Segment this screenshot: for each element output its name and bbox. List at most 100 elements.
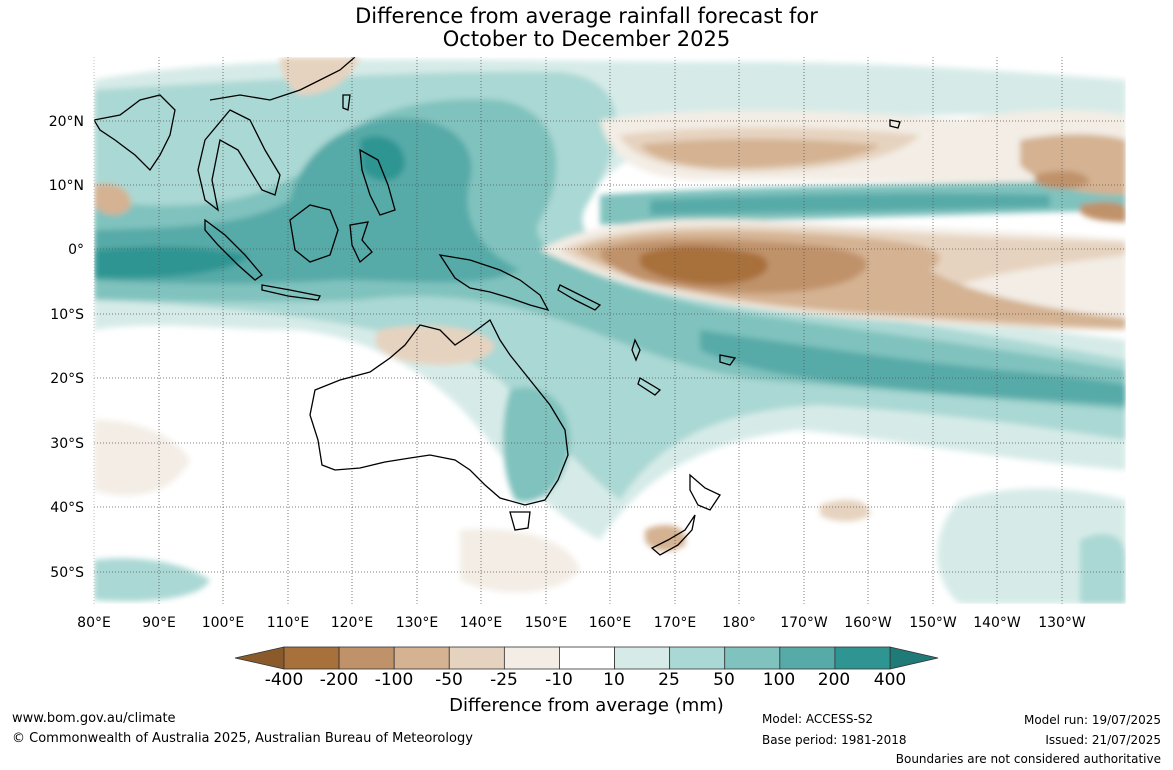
sumatra-outline	[204, 218, 263, 281]
colorbar-swatch	[724, 646, 781, 670]
lon-label: 130°W	[1038, 615, 1086, 631]
colorbar-tick: -50	[435, 670, 463, 690]
lat-label: 20°N	[49, 114, 84, 130]
fiji-outline	[719, 354, 737, 366]
colorbar-swatch	[559, 646, 615, 670]
lon-label: 150°E	[525, 615, 568, 631]
dry-region-north-pacific-100	[640, 139, 880, 168]
colorbar-swatch	[614, 646, 671, 670]
colorbar-tick: -25	[490, 670, 518, 690]
hawaii-outline	[889, 119, 901, 129]
colorbar-title: Difference from average (mm)	[449, 695, 724, 716]
model-run-date: Model run: 19/07/2025	[1023, 713, 1161, 727]
lon-label: 150°W	[909, 615, 957, 631]
lon-label: 170°E	[654, 615, 697, 631]
dry-region-southwest	[94, 420, 190, 496]
australia-outline	[309, 319, 569, 506]
tasmania-outline	[509, 511, 531, 531]
vanuatu-outline	[631, 338, 641, 362]
colorbar-tick: -400	[264, 670, 304, 690]
graticule	[93, 57, 1126, 604]
wet-region-200-400	[94, 246, 250, 279]
india-outline	[94, 94, 176, 172]
solomons-outline	[557, 284, 602, 311]
borneo-outline	[289, 204, 339, 263]
wet-band-spcz	[700, 330, 1126, 405]
dry-region-equator-east	[1080, 201, 1126, 222]
new-caledonia-outline	[637, 377, 662, 396]
colorbar-swatch	[503, 646, 560, 670]
longitude-labels: 80°E 90°E 100°E 110°E 120°E 130°E 140°E …	[77, 615, 1086, 631]
colorbar-swatch	[338, 646, 395, 670]
colorbar-swatch	[448, 646, 505, 670]
lon-label: 120°E	[331, 615, 374, 631]
dry-region-se-pacific	[820, 499, 870, 522]
lon-label: 160°W	[844, 615, 892, 631]
colorbar	[234, 646, 939, 670]
wet-band-itcz-core	[650, 193, 1050, 215]
lon-label: 80°E	[77, 615, 111, 631]
lat-label: 10°S	[50, 307, 84, 323]
philippines-outline	[359, 148, 396, 216]
colorbar-tick: 100	[762, 670, 796, 690]
wet-region-south-3	[1080, 534, 1126, 604]
taiwan-outline	[342, 94, 351, 111]
dry-region-nth-australia	[375, 325, 495, 365]
lon-label: 180°	[722, 615, 756, 631]
wet-region-east-australia	[503, 387, 570, 502]
dry-region-equatorial-400	[640, 246, 768, 285]
lat-label: 50°S	[50, 565, 84, 581]
colorbar-swatch	[283, 646, 340, 670]
colorbar-swatch	[393, 646, 450, 670]
java-outline	[261, 284, 321, 301]
lon-label: 100°E	[202, 615, 245, 631]
map-frame	[93, 56, 1127, 605]
lon-label: 130°E	[396, 615, 439, 631]
dry-region-ne-pacific-core	[1035, 170, 1090, 189]
colorbar-tick: 200	[817, 670, 851, 690]
lat-label: 0°	[68, 242, 84, 258]
model-name: Model: ACCESS-S2	[762, 712, 874, 726]
new-zealand-south	[650, 514, 696, 556]
lat-label: 40°S	[50, 500, 84, 516]
colorbar-low-arrow	[234, 646, 285, 670]
wet-region-south-2	[937, 488, 1126, 604]
lon-label: 140°E	[460, 615, 503, 631]
lat-label: 20°S	[50, 371, 84, 387]
colorbar-swatch	[669, 646, 726, 670]
colorbar-tick: 10	[603, 670, 625, 690]
map-title-line-2: October to December 2025	[442, 27, 731, 51]
copyright-text: © Commonwealth of Australia 2025, Austra…	[12, 731, 473, 746]
colorbar-tick: -100	[374, 670, 414, 690]
colorbar-tick: 25	[658, 670, 680, 690]
lon-label: 160°E	[589, 615, 632, 631]
new-zealand-north	[689, 473, 721, 511]
colorbar-swatch	[779, 646, 836, 670]
rainfall-anomaly-field	[94, 57, 1126, 604]
new-guinea-outline	[438, 254, 550, 312]
dry-region-nz	[645, 525, 686, 552]
dry-region-south-indian	[460, 529, 580, 593]
wet-region-100-200	[94, 118, 520, 284]
wet-region-philippines	[360, 136, 405, 181]
sulawesi-outline	[349, 221, 373, 264]
colorbar-tick: 400	[873, 670, 907, 690]
lon-label: 140°W	[973, 615, 1021, 631]
colorbar-tick: 50	[713, 670, 735, 690]
dry-region-south-china	[280, 57, 360, 95]
colorbar-swatches	[283, 646, 891, 670]
boundaries-disclaimer: Boundaries are not considered authoritat…	[895, 752, 1161, 766]
latitude-labels: 20°N 10°N 0° 10°S 20°S 30°S 40°S 50°S	[49, 114, 84, 581]
colorbar-tick: -10	[545, 670, 573, 690]
colorbar-high-arrow	[889, 646, 939, 670]
indochina-outline	[197, 109, 281, 212]
china-coast-outline	[209, 57, 356, 101]
lat-label: 10°N	[49, 178, 84, 194]
coastlines	[94, 57, 901, 556]
map-title-line-1: Difference from average rainfall forecas…	[355, 4, 818, 28]
website-link[interactable]: www.bom.gov.au/climate	[12, 711, 176, 726]
wet-region-south-1	[94, 558, 210, 602]
lon-label: 110°E	[267, 615, 310, 631]
lon-label: 90°E	[142, 615, 176, 631]
